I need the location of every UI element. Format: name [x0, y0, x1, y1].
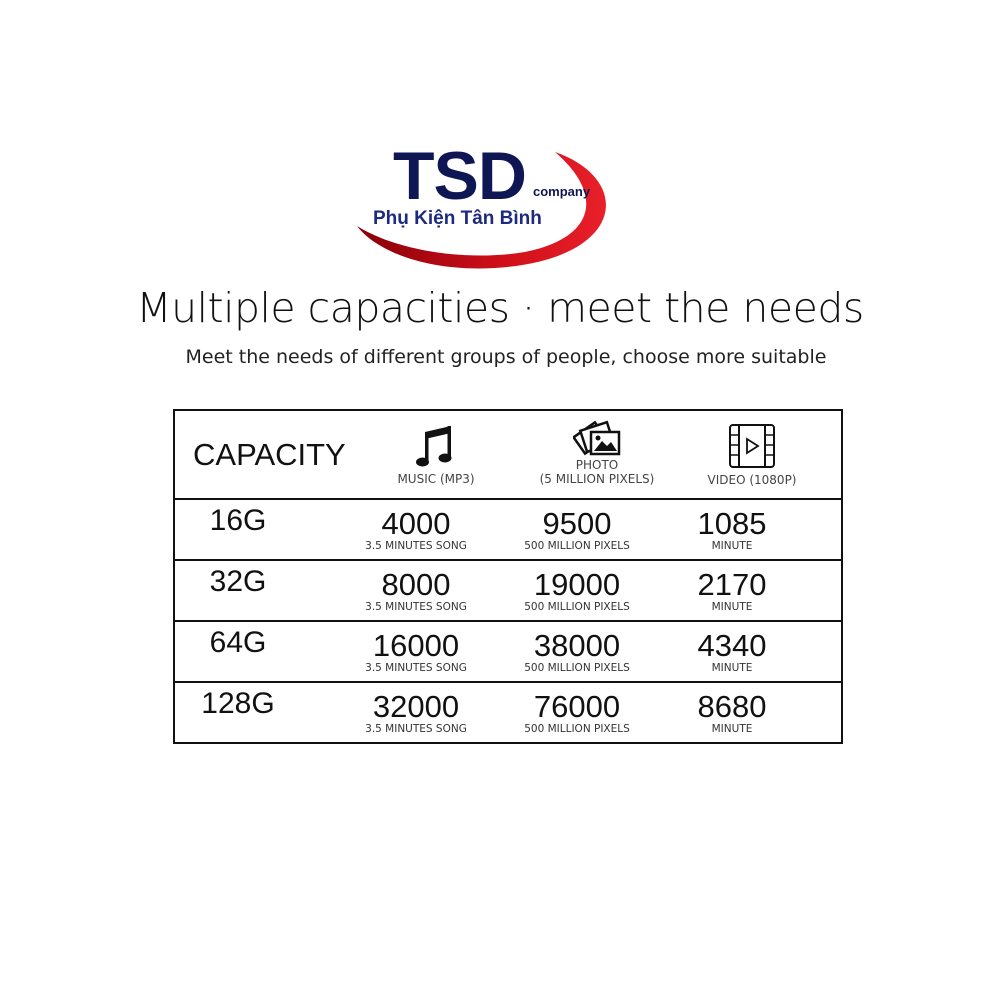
photo-unit: 500 MILLION PIXELS — [524, 600, 630, 613]
photo-unit: 500 MILLION PIXELS — [524, 539, 630, 552]
header-video: VIDEO (1080P) — [663, 411, 841, 498]
table-row: 16G 4000 3.5 MINUTES SONG 9500 500 MILLI… — [175, 498, 841, 559]
music-count: 4000 — [381, 505, 451, 541]
video-minutes: 8680 — [697, 688, 767, 724]
photo-cell: 9500 500 MILLION PIXELS — [511, 500, 643, 559]
header-photo-label: PHOTO — [575, 457, 619, 472]
video-cell: 2170 MINUTE — [643, 561, 821, 620]
header-music-label: MUSIC (MP3) — [397, 471, 475, 486]
video-cell: 4340 MINUTE — [643, 622, 821, 681]
video-cell: 8680 MINUTE — [643, 683, 821, 742]
music-unit: 3.5 MINUTES SONG — [365, 661, 467, 674]
video-minutes: 4340 — [697, 627, 767, 663]
music-note-icon — [416, 425, 452, 466]
video-minutes: 1085 — [697, 505, 767, 541]
video-film-icon — [729, 423, 775, 468]
photo-count: 9500 — [542, 505, 612, 541]
video-unit: MINUTE — [711, 722, 753, 735]
table-row: 128G 32000 3.5 MINUTES SONG 76000 500 MI… — [175, 681, 841, 742]
photo-icon — [573, 420, 621, 455]
music-cell: 8000 3.5 MINUTES SONG — [321, 561, 511, 620]
logo-tagline: Phụ Kiện Tân Bình — [373, 208, 542, 229]
table-header-row: CAPACITY MUSIC (MP3) — [175, 411, 841, 498]
music-cell: 32000 3.5 MINUTES SONG — [321, 683, 511, 742]
photo-cell: 19000 500 MILLION PIXELS — [511, 561, 643, 620]
music-unit: 3.5 MINUTES SONG — [365, 722, 467, 735]
photo-cell: 38000 500 MILLION PIXELS — [511, 622, 643, 681]
header-capacity: CAPACITY — [193, 436, 346, 472]
capacity-value: 128G — [201, 687, 275, 720]
photo-count: 19000 — [533, 566, 621, 602]
music-unit: 3.5 MINUTES SONG — [365, 539, 467, 552]
capacity-value: 64G — [209, 626, 267, 659]
header-photo-label-2: (5 MILLION PIXELS) — [539, 471, 655, 486]
page-title: Multiple capacities · meet the needs — [136, 284, 864, 332]
capacity-table: CAPACITY MUSIC (MP3) — [173, 409, 843, 744]
photo-unit: 500 MILLION PIXELS — [524, 722, 630, 735]
capacity-value: 32G — [209, 565, 267, 598]
photo-count: 76000 — [533, 688, 621, 724]
video-unit: MINUTE — [711, 539, 753, 552]
video-cell: 1085 MINUTE — [643, 500, 821, 559]
music-count: 16000 — [372, 627, 460, 663]
photo-count: 38000 — [533, 627, 621, 663]
table-row: 64G 16000 3.5 MINUTES SONG 38000 500 MIL… — [175, 620, 841, 681]
photo-cell: 76000 500 MILLION PIXELS — [511, 683, 643, 742]
photo-unit: 500 MILLION PIXELS — [524, 661, 630, 674]
tsd-logo: TSD company Phụ Kiện Tân Bình — [355, 140, 625, 275]
header-video-label: VIDEO (1080P) — [707, 472, 797, 487]
table-row: 32G 8000 3.5 MINUTES SONG 19000 500 MILL… — [175, 559, 841, 620]
video-minutes: 2170 — [697, 566, 767, 602]
video-unit: MINUTE — [711, 600, 753, 613]
video-unit: MINUTE — [711, 661, 753, 674]
logo-suffix: company — [533, 184, 591, 199]
music-cell: 4000 3.5 MINUTES SONG — [321, 500, 511, 559]
header-music: MUSIC (MP3) — [341, 411, 531, 498]
music-count: 32000 — [372, 688, 460, 724]
header-photo: PHOTO (5 MILLION PIXELS) — [531, 405, 663, 498]
music-cell: 16000 3.5 MINUTES SONG — [321, 622, 511, 681]
logo-brand: TSD — [393, 138, 527, 214]
music-count: 8000 — [381, 566, 451, 602]
capacity-value: 16G — [209, 504, 267, 537]
music-unit: 3.5 MINUTES SONG — [365, 600, 467, 613]
page-subtitle: Meet the needs of different groups of pe… — [185, 346, 827, 368]
